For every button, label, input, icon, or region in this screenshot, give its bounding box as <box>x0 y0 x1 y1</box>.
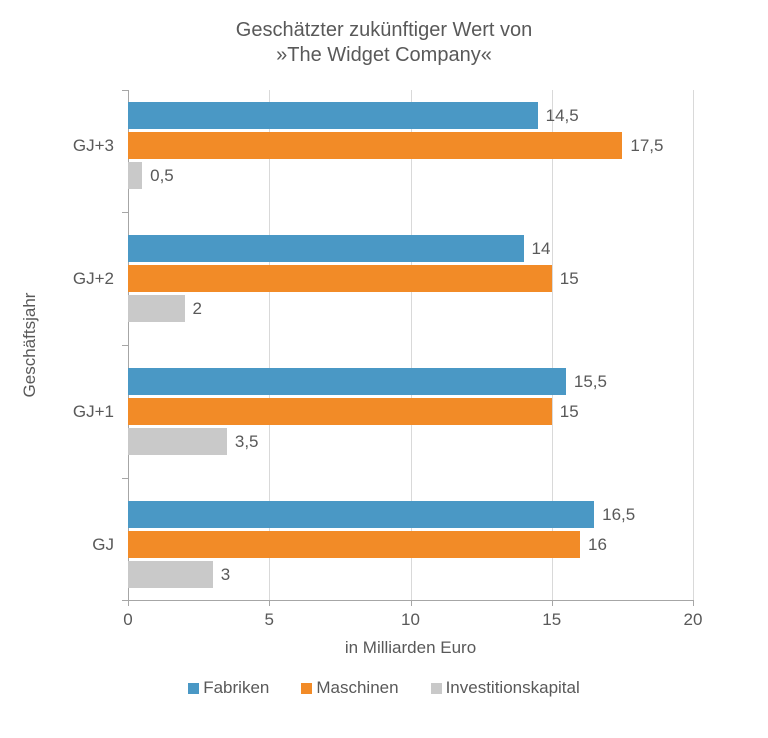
bar-value-label: 3,5 <box>227 432 259 452</box>
bar <box>128 561 213 588</box>
bar-value-label: 15 <box>552 402 579 422</box>
bar <box>128 428 227 455</box>
category-label: GJ <box>92 535 128 555</box>
plot-area: 05101520GJ16,5163GJ+115,5153,5GJ+214152G… <box>128 90 693 600</box>
legend-swatch <box>188 683 199 694</box>
legend: Fabriken Maschinen Investitionskapital <box>0 678 768 698</box>
bar <box>128 102 538 129</box>
bar <box>128 501 594 528</box>
chart-title-line1: Geschätzter zukünftiger Wert von <box>236 19 532 41</box>
y-axis-title: Geschäftsjahr <box>20 293 40 398</box>
x-tick-label: 20 <box>684 610 703 630</box>
y-tick-mark <box>122 600 128 601</box>
bar <box>128 368 566 395</box>
grid-line <box>693 90 694 600</box>
x-tick-label: 15 <box>542 610 561 630</box>
legend-label: Investitionskapital <box>446 678 580 698</box>
legend-item: Investitionskapital <box>431 678 580 698</box>
bar-value-label: 15,5 <box>566 372 607 392</box>
bar <box>128 235 524 262</box>
legend-item: Maschinen <box>301 678 398 698</box>
bar-value-label: 16,5 <box>594 505 635 525</box>
legend-label: Fabriken <box>203 678 269 698</box>
y-tick-mark <box>122 478 128 479</box>
bar-value-label: 15 <box>552 269 579 289</box>
chart-title-line2: »The Widget Company« <box>276 44 492 66</box>
x-axis-line <box>128 600 693 601</box>
category-label: GJ+3 <box>73 136 128 156</box>
x-tick-label: 0 <box>123 610 132 630</box>
bar-value-label: 14,5 <box>538 106 579 126</box>
bar-value-label: 17,5 <box>622 136 663 156</box>
bar <box>128 162 142 189</box>
y-tick-mark <box>122 212 128 213</box>
x-tick-label: 5 <box>265 610 274 630</box>
bar <box>128 132 622 159</box>
x-axis-title: in Milliarden Euro <box>345 638 476 658</box>
category-label: GJ+1 <box>73 402 128 422</box>
y-tick-mark <box>122 345 128 346</box>
x-tick-label: 10 <box>401 610 420 630</box>
bar <box>128 295 185 322</box>
bar-value-label: 2 <box>185 299 202 319</box>
legend-label: Maschinen <box>316 678 398 698</box>
y-tick-mark <box>122 90 128 91</box>
x-tick-mark <box>693 600 694 606</box>
legend-swatch <box>431 683 442 694</box>
chart-title: Geschätzter zukünftiger Wert von »The Wi… <box>0 18 768 68</box>
bar-value-label: 0,5 <box>142 166 174 186</box>
bar <box>128 265 552 292</box>
bar-value-label: 16 <box>580 535 607 555</box>
bar <box>128 398 552 425</box>
category-label: GJ+2 <box>73 269 128 289</box>
bar <box>128 531 580 558</box>
legend-swatch <box>301 683 312 694</box>
bar-value-label: 3 <box>213 565 230 585</box>
bar-value-label: 14 <box>524 239 551 259</box>
legend-item: Fabriken <box>188 678 269 698</box>
